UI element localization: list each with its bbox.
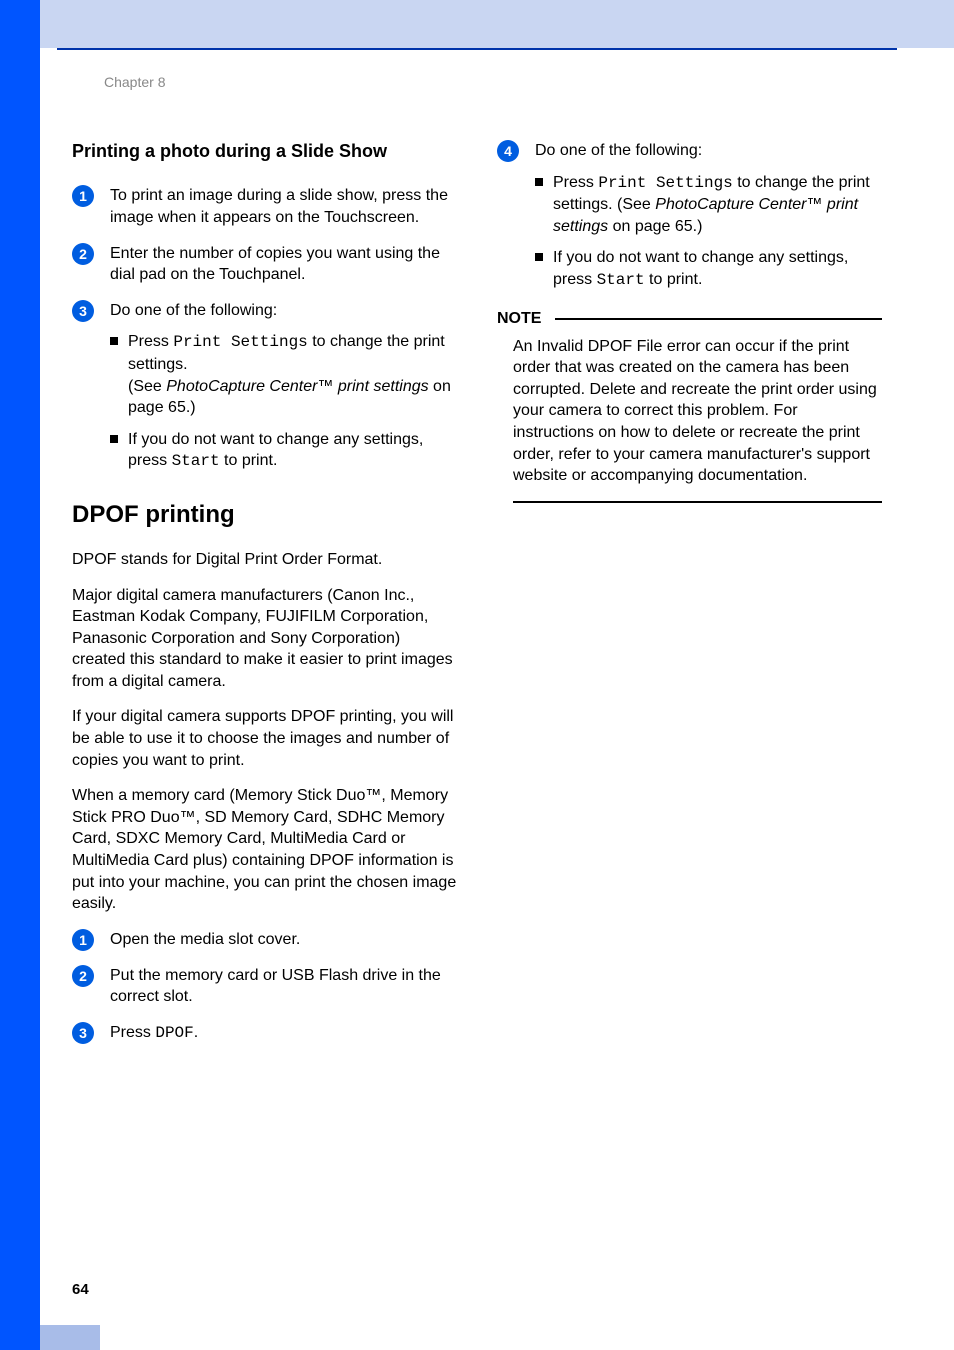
italic-ref: PhotoCapture Center™ print settings [166,378,428,395]
bullet-text: Press Print Settings to change the print… [128,331,457,418]
chapter-label: Chapter 8 [104,74,165,90]
step-b1: 1 Open the media slot cover. [72,929,457,951]
note-label: NOTE [497,310,541,328]
step-text: Put the memory card or USB Flash drive i… [110,965,457,1008]
blue-sidebar [0,0,40,1350]
paragraph: DPOF stands for Digital Print Order Form… [72,549,457,571]
mono-text: Print Settings [598,174,732,192]
paragraph: Major digital camera manufacturers (Cano… [72,585,457,693]
sub-bullet: If you do not want to change any setting… [110,429,457,473]
note-rule [555,318,882,320]
step-text: Do one of the following: [110,302,277,319]
step-number-icon: 2 [72,965,94,987]
sub-bullet: Press Print Settings to change the print… [110,331,457,418]
note-body: An Invalid DPOF File error can occur if … [497,336,882,497]
step-text: To print an image during a slide show, p… [110,185,457,228]
sub-bullet: If you do not want to change any setting… [535,247,882,291]
heading-dpof: DPOF printing [72,501,457,529]
left-column: Printing a photo during a Slide Show 1 T… [72,140,457,1059]
bullet-square-icon [535,253,543,261]
sub-bullet: Press Print Settings to change the print… [535,172,882,238]
bullet-text: If you do not want to change any setting… [553,247,882,291]
step-number-icon: 4 [497,140,519,162]
mono-text: Start [172,452,220,470]
step-b2: 2 Put the memory card or USB Flash drive… [72,965,457,1008]
step-number-icon: 1 [72,185,94,207]
paragraph: If your digital camera supports DPOF pri… [72,706,457,771]
step-text: Press DPOF. [110,1022,457,1045]
right-column: 4 Do one of the following: Press Print S… [497,140,882,1059]
mono-text: Print Settings [173,333,307,351]
step-body: Do one of the following: Press Print Set… [535,140,882,292]
step-body: Do one of the following: Press Print Set… [110,300,457,473]
step-text: Enter the number of copies you want usin… [110,243,457,286]
step-number-icon: 1 [72,929,94,951]
top-band [40,0,954,48]
page-number: 64 [72,1281,89,1298]
step-number-icon: 3 [72,300,94,322]
top-rule [57,48,897,50]
mono-text: DPOF [155,1024,193,1042]
bottom-band [40,1325,100,1350]
step-number-icon: 2 [72,243,94,265]
step-2: 2 Enter the number of copies you want us… [72,243,457,286]
bullet-square-icon [535,178,543,186]
step-text: Do one of the following: [535,142,702,159]
step-4: 4 Do one of the following: Press Print S… [497,140,882,292]
paragraph: When a memory card (Memory Stick Duo™, M… [72,785,457,915]
mono-text: Start [597,271,645,289]
note-footer-rule [513,501,882,503]
section-title: Printing a photo during a Slide Show [72,140,457,163]
step-text: Open the media slot cover. [110,929,457,951]
content-area: Printing a photo during a Slide Show 1 T… [72,140,882,1059]
step-number-icon: 3 [72,1022,94,1044]
note-header: NOTE [497,310,882,328]
bullet-text: Press Print Settings to change the print… [553,172,882,238]
bullet-square-icon [110,435,118,443]
step-1: 1 To print an image during a slide show,… [72,185,457,228]
step-3: 3 Do one of the following: Press Print S… [72,300,457,473]
bullet-text: If you do not want to change any setting… [128,429,457,473]
bullet-square-icon [110,337,118,345]
step-b3: 3 Press DPOF. [72,1022,457,1045]
